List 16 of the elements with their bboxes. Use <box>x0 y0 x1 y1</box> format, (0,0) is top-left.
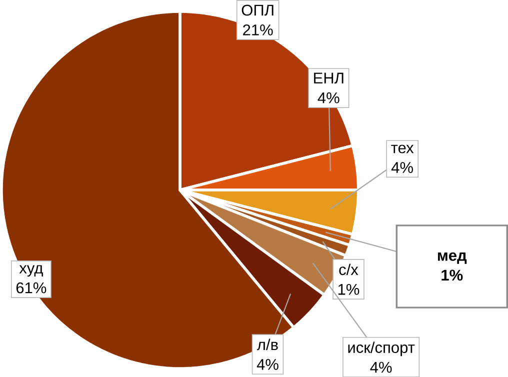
slice-label: л/в <box>257 338 278 350</box>
data-label: 1% <box>442 270 463 280</box>
data-label: 4% <box>391 162 413 173</box>
data-label: 4% <box>318 92 340 104</box>
slice-label: ЕНЛ <box>314 72 344 84</box>
data-label: 4% <box>370 362 392 373</box>
slice-label: иск/спорт <box>348 341 415 356</box>
data-label: 21% <box>243 24 273 36</box>
data-label: 4% <box>256 358 278 370</box>
slice-label: ОПЛ <box>242 4 274 16</box>
data-label: 61% <box>16 282 46 294</box>
slice-label: мед <box>438 252 467 264</box>
slice-label: тех <box>391 144 414 154</box>
slice-label: худ <box>19 265 43 276</box>
slice-label: с/х <box>339 264 358 275</box>
data-label: 1% <box>338 284 360 295</box>
